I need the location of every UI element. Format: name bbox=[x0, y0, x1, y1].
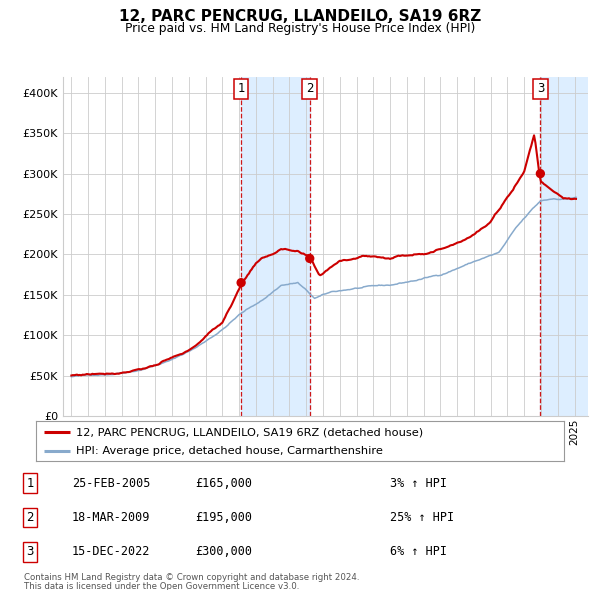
Bar bbox=[241, 77, 310, 416]
Point bbox=[536, 169, 545, 178]
Text: 3: 3 bbox=[536, 83, 544, 96]
Text: 25% ↑ HPI: 25% ↑ HPI bbox=[390, 511, 454, 524]
Text: 2: 2 bbox=[306, 83, 313, 96]
Bar bbox=[541, 77, 588, 416]
Text: 12, PARC PENCRUG, LLANDEILO, SA19 6RZ (detached house): 12, PARC PENCRUG, LLANDEILO, SA19 6RZ (d… bbox=[76, 427, 423, 437]
Text: This data is licensed under the Open Government Licence v3.0.: This data is licensed under the Open Gov… bbox=[24, 582, 299, 590]
Text: 18-MAR-2009: 18-MAR-2009 bbox=[72, 511, 151, 524]
Point bbox=[305, 254, 314, 263]
Text: 25-FEB-2005: 25-FEB-2005 bbox=[72, 477, 151, 490]
Point bbox=[236, 278, 246, 287]
Text: £300,000: £300,000 bbox=[195, 545, 252, 558]
Text: £165,000: £165,000 bbox=[195, 477, 252, 490]
Text: 1: 1 bbox=[26, 477, 34, 490]
Text: 15-DEC-2022: 15-DEC-2022 bbox=[72, 545, 151, 558]
Text: 1: 1 bbox=[238, 83, 245, 96]
Text: Price paid vs. HM Land Registry's House Price Index (HPI): Price paid vs. HM Land Registry's House … bbox=[125, 22, 475, 35]
Text: 2: 2 bbox=[26, 511, 34, 524]
Text: 12, PARC PENCRUG, LLANDEILO, SA19 6RZ: 12, PARC PENCRUG, LLANDEILO, SA19 6RZ bbox=[119, 9, 481, 24]
Text: £195,000: £195,000 bbox=[195, 511, 252, 524]
Text: 3: 3 bbox=[26, 545, 34, 558]
Text: Contains HM Land Registry data © Crown copyright and database right 2024.: Contains HM Land Registry data © Crown c… bbox=[24, 573, 359, 582]
Text: HPI: Average price, detached house, Carmarthenshire: HPI: Average price, detached house, Carm… bbox=[76, 445, 382, 455]
Text: 6% ↑ HPI: 6% ↑ HPI bbox=[390, 545, 447, 558]
Text: 3% ↑ HPI: 3% ↑ HPI bbox=[390, 477, 447, 490]
